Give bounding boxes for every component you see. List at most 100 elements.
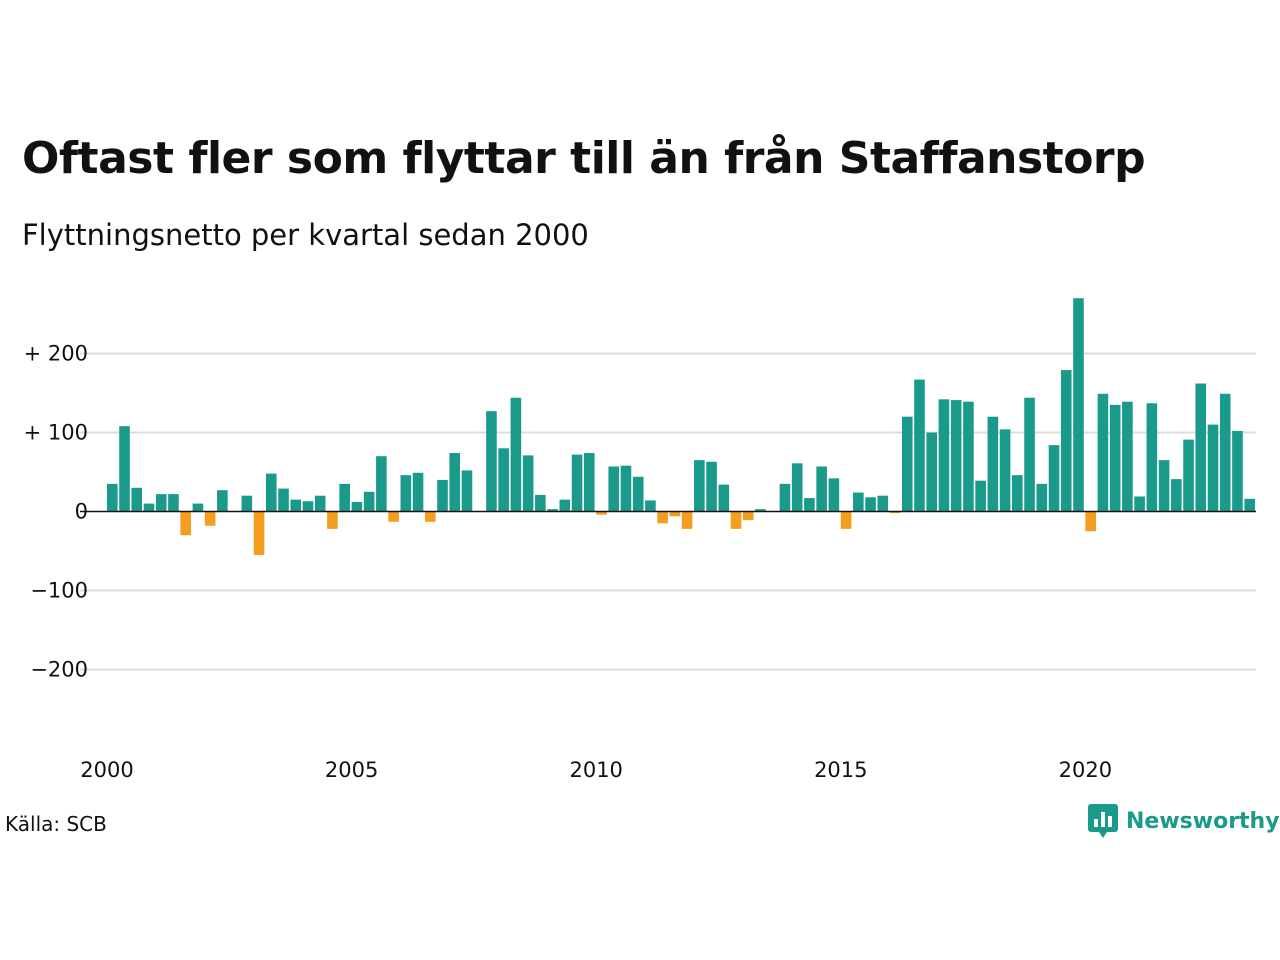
x-tick-label: 2005 — [325, 758, 378, 782]
bar — [950, 400, 962, 512]
bar — [1158, 460, 1170, 512]
bar — [498, 448, 509, 512]
source-note: Källa: SCB — [5, 812, 107, 836]
bar — [1219, 393, 1231, 512]
bar — [107, 483, 118, 512]
bar — [1122, 401, 1133, 512]
bar — [351, 502, 363, 512]
bar — [608, 466, 620, 512]
bar — [694, 460, 705, 512]
x-tick-label: 2015 — [814, 758, 867, 782]
bar — [1232, 430, 1243, 512]
bar — [522, 455, 534, 512]
bar — [877, 495, 889, 512]
bar — [486, 411, 497, 512]
bar — [1109, 404, 1121, 512]
bar — [865, 497, 876, 512]
x-tick-label: 2010 — [569, 758, 622, 782]
bar — [314, 495, 326, 512]
bar — [645, 500, 656, 512]
bar — [840, 511, 852, 529]
bar — [1183, 439, 1194, 512]
chart-title: Oftast fler som flyttar till än från Sta… — [22, 133, 1146, 184]
bar — [1024, 397, 1035, 512]
bar — [706, 461, 717, 512]
bar — [253, 511, 265, 555]
bar — [461, 470, 473, 512]
bar — [938, 399, 950, 512]
bar — [755, 509, 766, 512]
bar — [302, 501, 314, 512]
bar — [437, 479, 448, 512]
bar — [265, 473, 277, 512]
bar — [217, 490, 228, 512]
bar — [192, 503, 204, 512]
bar — [449, 453, 461, 512]
x-axis-labels: 2000 2005 2010 2015 2020 — [80, 758, 1112, 782]
bar — [1146, 403, 1158, 512]
bar — [535, 494, 546, 512]
bar — [119, 426, 130, 512]
bar — [853, 492, 864, 512]
brand-name: Newsworthy — [1126, 808, 1280, 834]
bar — [1085, 511, 1096, 532]
y-tick-label: −200 — [30, 658, 88, 682]
bar — [1134, 496, 1145, 512]
bar — [1060, 370, 1072, 512]
bar — [204, 511, 216, 526]
bar — [547, 509, 558, 512]
gridlines — [80, 352, 1256, 671]
bar — [926, 432, 938, 512]
bar — [620, 465, 632, 512]
bar — [914, 379, 925, 512]
bar — [999, 429, 1011, 512]
bar — [1012, 475, 1023, 512]
bar — [742, 511, 754, 521]
bar — [1207, 424, 1219, 512]
bar — [571, 454, 583, 512]
bar — [816, 466, 827, 512]
bar — [1171, 479, 1182, 512]
bar — [339, 483, 350, 512]
bar — [975, 480, 986, 512]
bar — [657, 511, 668, 524]
bar — [1097, 393, 1109, 512]
bar — [290, 499, 302, 512]
bar — [180, 511, 191, 536]
bar — [388, 511, 399, 522]
bar — [376, 456, 387, 512]
bar — [131, 487, 143, 512]
bar — [424, 511, 436, 522]
newsworthy-logo-icon — [1088, 804, 1118, 838]
bar — [987, 416, 999, 512]
bar — [779, 483, 791, 512]
bar — [510, 397, 522, 512]
bar — [155, 494, 167, 512]
bar — [583, 453, 595, 512]
bar — [1048, 445, 1060, 512]
bar — [1036, 483, 1048, 512]
chart-subtitle: Flyttningsnetto per kvartal sedan 2000 — [22, 218, 589, 252]
bar — [718, 484, 730, 512]
bar — [730, 511, 742, 529]
bar — [363, 491, 375, 512]
brand-logo: Newsworthy — [1088, 804, 1280, 838]
bar — [963, 401, 974, 512]
bar — [632, 476, 644, 512]
bar — [143, 503, 155, 512]
bar — [804, 498, 815, 512]
bar — [1195, 383, 1207, 512]
bar — [791, 463, 803, 512]
bar — [168, 494, 179, 512]
x-tick-label: 2000 — [80, 758, 133, 782]
bar — [412, 472, 424, 512]
bar — [241, 495, 253, 512]
bar — [596, 511, 607, 515]
bar — [559, 499, 571, 512]
x-tick-label: 2020 — [1059, 758, 1112, 782]
bars — [107, 298, 1255, 555]
y-tick-label: + 200 — [24, 342, 88, 366]
bar — [669, 511, 681, 517]
